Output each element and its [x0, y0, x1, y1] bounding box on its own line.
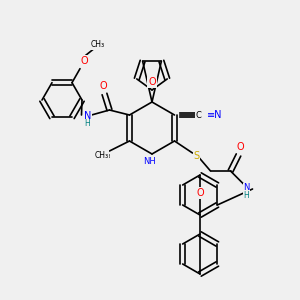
- Text: O: O: [148, 77, 156, 87]
- Text: N: N: [84, 111, 91, 121]
- Text: O: O: [237, 142, 244, 152]
- Text: H: H: [85, 119, 90, 128]
- Text: NH: NH: [144, 158, 156, 166]
- Text: N: N: [243, 184, 250, 193]
- Text: C: C: [196, 110, 202, 119]
- Text: CH: CH: [96, 152, 107, 160]
- Text: H: H: [244, 191, 249, 200]
- Text: S: S: [194, 151, 200, 161]
- Text: 3: 3: [106, 154, 110, 158]
- Text: CH₃: CH₃: [91, 40, 105, 49]
- Text: ≡N: ≡N: [206, 110, 222, 120]
- Text: O: O: [100, 81, 107, 91]
- Text: O: O: [196, 188, 204, 198]
- Text: O: O: [80, 56, 88, 66]
- Text: CH₃: CH₃: [94, 151, 109, 160]
